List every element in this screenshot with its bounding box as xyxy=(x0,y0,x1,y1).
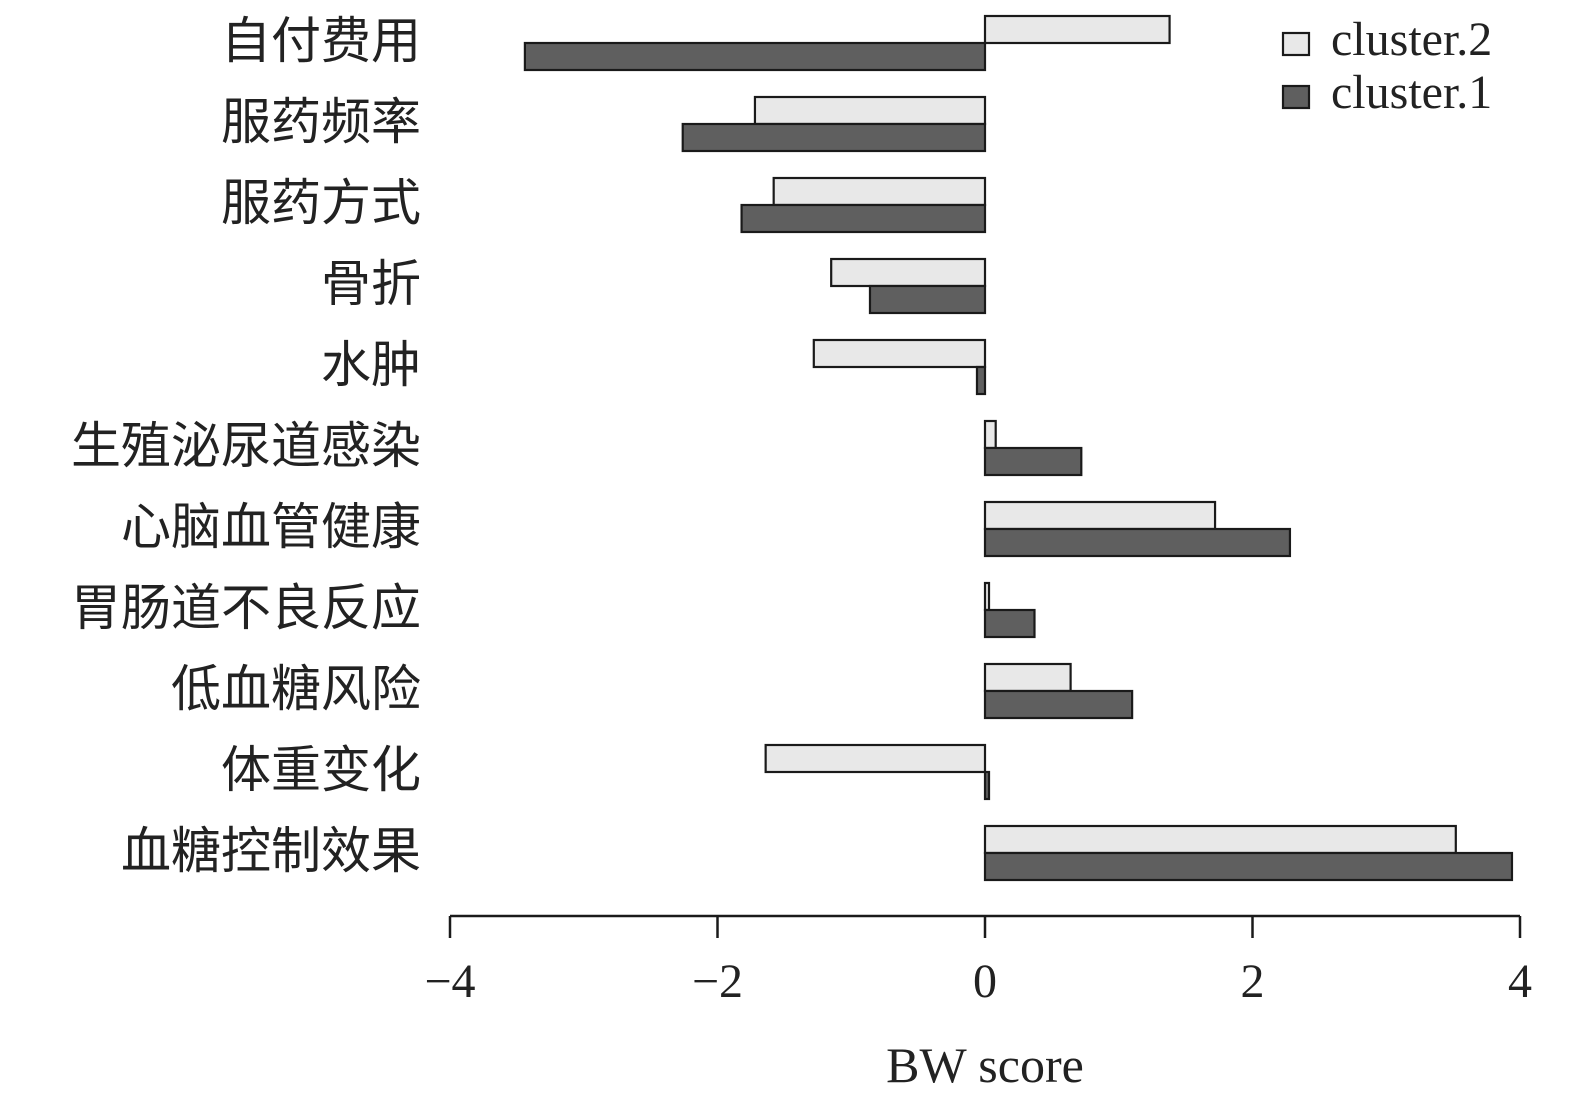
bar-cluster-1-5 xyxy=(983,446,1083,477)
bar-cluster-1-6 xyxy=(983,527,1292,558)
bar-cluster-2-4 xyxy=(812,338,987,369)
category-label: 低血糖风险 xyxy=(171,660,421,718)
bar-cluster-1-8 xyxy=(983,689,1134,720)
category-label: 水肿 xyxy=(321,336,421,394)
legend-label-cluster-1: cluster.1 xyxy=(1331,66,1492,119)
bars-group xyxy=(523,14,1514,882)
category-label: 心脑血管健康 xyxy=(121,498,421,556)
category-label: 血糖控制效果 xyxy=(121,822,421,880)
bar-cluster-1-7 xyxy=(983,608,1036,639)
bar-cluster-2-9 xyxy=(764,743,987,774)
category-label: 自付费用 xyxy=(221,12,421,70)
category-label: 体重变化 xyxy=(221,741,421,799)
bar-cluster-1-2 xyxy=(740,203,987,234)
x-tick-label: 2 xyxy=(1241,955,1265,1008)
x-axis: −4 −2 0 2 4 xyxy=(424,914,1532,1008)
bar-cluster-2-7 xyxy=(983,581,991,612)
category-label: 服药频率 xyxy=(221,93,421,151)
bar-cluster-2-6 xyxy=(983,500,1217,531)
legend-label-cluster-2: cluster.2 xyxy=(1331,13,1492,66)
x-tick-label: −4 xyxy=(424,955,475,1008)
bar-cluster-2-1 xyxy=(753,95,987,126)
bar-cluster-1-10 xyxy=(983,851,1514,882)
category-label: 胃肠道不良反应 xyxy=(71,579,421,637)
bar-cluster-2-0 xyxy=(983,14,1171,45)
legend-swatch-cluster-1 xyxy=(1281,84,1311,110)
category-labels: 自付费用服药频率服药方式骨折水肿生殖泌尿道感染心脑血管健康胃肠道不良反应低血糖风… xyxy=(71,12,421,880)
x-tick-label: −2 xyxy=(692,955,743,1008)
bar-cluster-1-4 xyxy=(975,365,987,396)
bar-cluster-2-3 xyxy=(830,257,987,288)
x-tick-label: 0 xyxy=(973,955,997,1008)
bar-cluster-1-1 xyxy=(681,122,987,153)
legend-swatch-cluster-2 xyxy=(1281,31,1311,57)
bar-cluster-2-10 xyxy=(983,824,1457,855)
bar-cluster-2-8 xyxy=(983,662,1072,693)
bar-cluster-1-0 xyxy=(523,41,987,72)
bar-cluster-2-2 xyxy=(772,176,987,207)
category-label: 生殖泌尿道感染 xyxy=(71,417,421,475)
category-label: 骨折 xyxy=(321,255,421,313)
x-axis-title: BW score xyxy=(886,1037,1084,1093)
bar-cluster-1-3 xyxy=(868,284,987,315)
bar-cluster-2-5 xyxy=(983,419,997,450)
category-label: 服药方式 xyxy=(221,174,421,232)
x-tick-label: 4 xyxy=(1508,955,1532,1008)
bar-cluster-1-9 xyxy=(983,770,991,801)
